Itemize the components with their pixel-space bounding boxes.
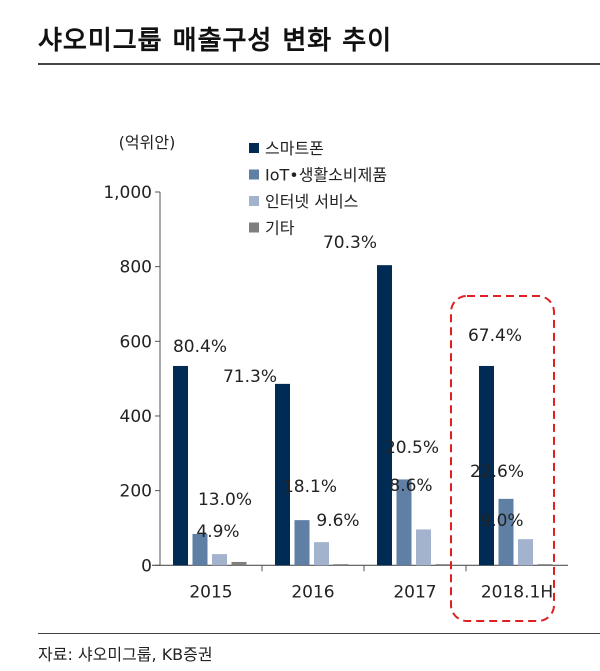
bar-0-1 — [275, 383, 290, 566]
legend-label: 스마트폰 — [265, 139, 324, 158]
y-tick-label: 600 — [120, 332, 152, 352]
bar-1-2 — [396, 479, 412, 566]
x-tick-label: 2017 — [393, 582, 436, 602]
data-label: 4.9% — [196, 522, 239, 542]
bar-3-2 — [435, 564, 451, 566]
highlight-box — [450, 295, 555, 622]
legend-swatch-1 — [249, 169, 259, 180]
unit-label: (억위안) — [119, 133, 176, 152]
bar-1-3 — [498, 498, 514, 566]
bar-0-3 — [479, 365, 494, 566]
legend-swatch-2 — [249, 196, 259, 206]
y-tick-label: 1,000 — [103, 183, 152, 203]
y-tick-label: 200 — [120, 482, 152, 502]
bar-0-0 — [173, 365, 188, 566]
bar-3-1 — [333, 564, 349, 566]
data-label: 80.4% — [173, 337, 227, 357]
title-divider — [38, 63, 600, 65]
legend-label: IoT•생활소비제품 — [265, 166, 387, 185]
y-tick-label: 400 — [120, 407, 152, 427]
bar-2-3 — [518, 539, 533, 566]
footer-divider — [38, 633, 600, 634]
bar-2-0 — [212, 554, 227, 566]
source-note: 자료: 샤오미그룹, KB증권 — [38, 645, 213, 664]
legend-swatch-3 — [249, 222, 259, 233]
bar-2-1 — [314, 542, 329, 566]
y-tick-label: 800 — [120, 258, 152, 278]
y-tick-label: 0 — [141, 556, 152, 576]
data-label: 9.0% — [480, 511, 523, 531]
legend-label: 인터넷 서비스 — [265, 192, 358, 211]
data-label: 70.3% — [323, 233, 377, 253]
legend-swatch-0 — [249, 143, 259, 153]
bar-1-1 — [294, 520, 310, 566]
data-label: 71.3% — [223, 367, 277, 387]
x-tick-label: 2016 — [291, 582, 334, 602]
legend-label: 기타 — [265, 219, 295, 238]
data-label: 8.6% — [389, 476, 432, 496]
bar-0-2 — [377, 265, 392, 566]
x-tick-label: 2018.1H — [481, 582, 553, 602]
bar-1-0 — [192, 533, 208, 566]
x-tick-label: 2015 — [189, 582, 232, 602]
data-label: 22.6% — [470, 462, 524, 482]
chart-title: 샤오미그룹 매출구성 변화 추이 — [38, 26, 393, 56]
data-label: 13.0% — [198, 490, 252, 510]
data-label: 67.4% — [468, 326, 522, 346]
data-label: 20.5% — [385, 438, 439, 458]
data-label: 9.6% — [316, 511, 359, 531]
data-label: 18.1% — [283, 477, 337, 497]
bar-3-0 — [231, 561, 247, 566]
bar-2-2 — [416, 529, 431, 566]
bar-3-3 — [537, 564, 553, 566]
